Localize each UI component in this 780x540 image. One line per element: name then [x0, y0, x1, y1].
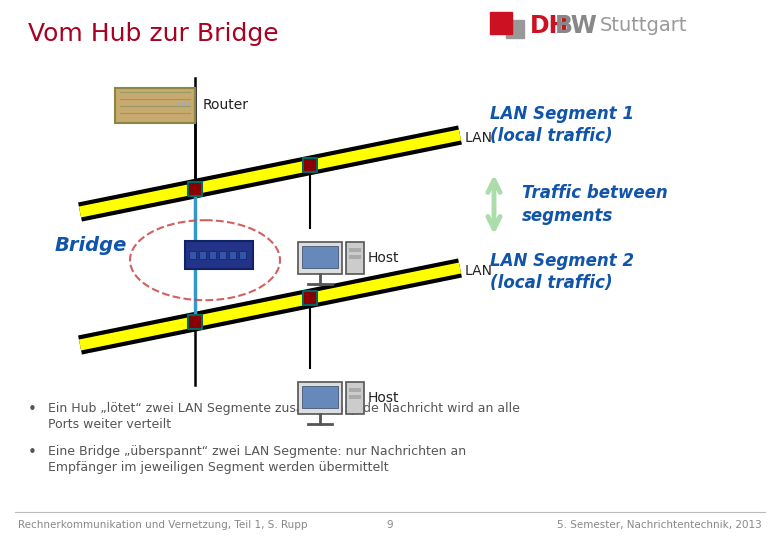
Bar	[349, 248, 361, 252]
Bar	[349, 388, 361, 392]
Bar	[490, 12, 512, 34]
FancyBboxPatch shape	[346, 242, 364, 274]
Bar	[209, 251, 216, 259]
FancyBboxPatch shape	[298, 242, 342, 274]
Text: LAN: LAN	[465, 131, 493, 145]
Text: 9: 9	[387, 520, 393, 530]
Text: Host: Host	[368, 391, 399, 405]
Text: •: •	[28, 445, 37, 460]
Text: Rechnerkommunikation und Vernetzung, Teil 1, S. Rupp: Rechnerkommunikation und Vernetzung, Tei…	[18, 520, 307, 530]
Point	[303, 294, 316, 303]
Bar	[182, 102, 185, 105]
Text: Host: Host	[368, 251, 399, 265]
Text: Traffic between
segments: Traffic between segments	[522, 184, 668, 225]
Bar	[177, 102, 180, 105]
Text: Ein Hub „lötet“ zwei LAN Segmente zusammen: jede Nachricht wird an alle
Ports we: Ein Hub „lötet“ zwei LAN Segmente zusamm…	[48, 402, 520, 431]
Text: LAN: LAN	[465, 264, 493, 278]
Text: Bridge: Bridge	[55, 235, 127, 255]
Point	[189, 184, 201, 193]
FancyBboxPatch shape	[185, 241, 253, 269]
Text: LAN Segment 2
(local traffic): LAN Segment 2 (local traffic)	[490, 252, 634, 292]
FancyBboxPatch shape	[302, 386, 338, 408]
Text: •: •	[28, 402, 37, 417]
Bar	[506, 20, 524, 38]
Text: Eine Bridge „überspannt“ zwei LAN Segmente: nur Nachrichten an
Empfänger im jewe: Eine Bridge „überspannt“ zwei LAN Segmen…	[48, 445, 466, 475]
Bar	[349, 395, 361, 399]
Text: LAN Segment 1
(local traffic): LAN Segment 1 (local traffic)	[490, 105, 634, 145]
Bar	[187, 102, 190, 105]
Bar	[219, 251, 226, 259]
Bar	[199, 251, 206, 259]
Bar	[229, 251, 236, 259]
Bar	[239, 251, 246, 259]
FancyBboxPatch shape	[298, 382, 342, 414]
Bar	[189, 251, 196, 259]
FancyBboxPatch shape	[115, 87, 195, 123]
Text: BW: BW	[555, 14, 597, 38]
Text: Stuttgart: Stuttgart	[600, 16, 687, 35]
FancyBboxPatch shape	[302, 246, 338, 268]
Point	[303, 161, 316, 170]
Text: Vom Hub zur Bridge: Vom Hub zur Bridge	[28, 22, 278, 46]
Text: DH: DH	[530, 14, 569, 38]
Point	[189, 318, 201, 326]
Bar	[349, 255, 361, 259]
Text: 5. Semester, Nachrichtentechnik, 2013: 5. Semester, Nachrichtentechnik, 2013	[557, 520, 762, 530]
FancyBboxPatch shape	[346, 382, 364, 414]
Text: Router: Router	[203, 98, 249, 112]
